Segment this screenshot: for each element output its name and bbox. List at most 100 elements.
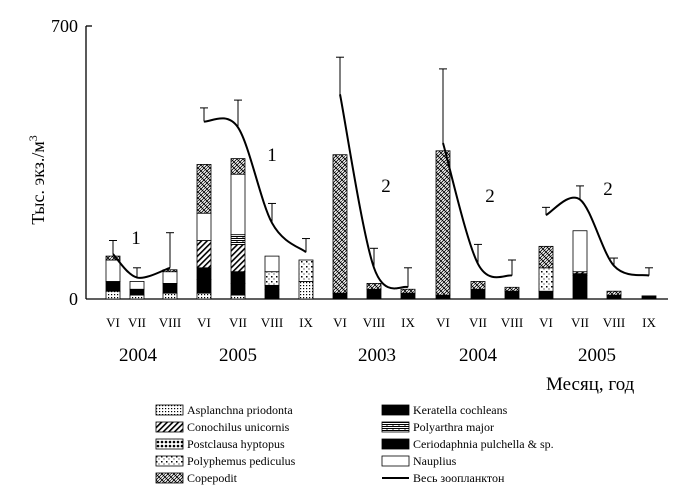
legend-label-left-4: Copepodit: [187, 471, 238, 485]
bar-4-seg-6: [230, 234, 246, 245]
bar-8-seg-8: [366, 282, 382, 290]
total-lines-layer: [112, 94, 650, 290]
legend-label-right-1: Polyarthra major: [413, 420, 494, 434]
bar-13-seg-4: [538, 267, 554, 292]
total-line-group-0: [112, 253, 171, 279]
total-line-group-1: [203, 117, 307, 254]
x-tick-label-9: IX: [401, 315, 415, 330]
curve-group-labels: 1 1 2 2 2: [131, 145, 613, 249]
bar-12-seg-8: [504, 286, 520, 292]
year-label-1: 2005: [219, 345, 257, 366]
year-label-0: 2004: [119, 345, 158, 366]
legend-label-left-0: Asplanchna priodonta: [187, 403, 293, 417]
year-label-3: 2004: [459, 345, 498, 366]
bar-14-seg-7: [572, 230, 588, 273]
x-tick-label-8: VIII: [363, 315, 385, 330]
x-tick-label-2: VIII: [159, 315, 181, 330]
curve-label-2: 2: [381, 176, 391, 197]
legend-swatch-left-1: [155, 421, 184, 433]
bar-6-seg-4: [298, 259, 314, 282]
error-bars-layer: [109, 56, 653, 288]
legend-swatch-right-1: [381, 421, 410, 433]
bar-1-seg-7: [129, 281, 145, 290]
legend: Asplanchna priodonta Conochilus unicornis…: [155, 403, 554, 485]
x-tick-label-6: IX: [299, 315, 313, 330]
y-axis-title: Тыс. экз./м3: [26, 135, 48, 224]
bar-13-seg-2: [538, 290, 554, 300]
x-tick-label-0: VI: [106, 315, 120, 330]
bar-9-seg-8: [400, 288, 416, 294]
year-labels: 2004 2005 2003 2004 2005: [119, 345, 616, 366]
legend-label-right-0: Keratella cochleans: [413, 403, 508, 417]
bar-12-seg-2: [504, 290, 520, 300]
y-axis-title-main: Тыс. экз./м: [28, 141, 48, 224]
x-tick-label-3: VI: [197, 315, 211, 330]
bar-4-seg-3: [230, 271, 246, 284]
x-tick-label-4: VII: [229, 315, 247, 330]
bar-0-seg-8: [105, 255, 121, 261]
bar-11-seg-8: [470, 281, 486, 290]
x-tick-label-10: VI: [436, 315, 450, 330]
bar-5-seg-3: [264, 284, 280, 290]
bar-3-seg-7: [196, 212, 212, 241]
y-tick-label-700: 700: [51, 16, 78, 36]
curve-label-3: 2: [485, 186, 495, 207]
bar-10-seg-2: [435, 294, 451, 300]
x-tick-label-1: VII: [128, 315, 146, 330]
bar-4-seg-0: [230, 294, 246, 300]
curve-label-4: 2: [603, 179, 613, 200]
total-line-group-4: [545, 196, 650, 277]
bar-1-seg-0: [129, 294, 145, 300]
legend-label-left-2: Postclausa hyptopus: [187, 437, 285, 451]
y-axis-title-superscript: 3: [26, 135, 40, 141]
legend-label-right-4: Весь зоопланктон: [413, 471, 505, 485]
bar-3-seg-3: [196, 267, 212, 280]
bar-15-seg-2: [606, 294, 622, 300]
bar-14-seg-2: [572, 275, 588, 300]
bar-0-seg-7: [105, 259, 121, 282]
total-line-group-3: [442, 142, 513, 279]
bar-15-seg-8: [606, 290, 622, 296]
bar-16-seg-2: [641, 295, 657, 300]
bar-3-seg-5: [196, 240, 212, 269]
x-axis-title: Месяц, год: [546, 374, 635, 395]
bar-6-seg-0: [298, 281, 314, 300]
bar-4-seg-8: [230, 158, 246, 175]
bars-layer: [105, 150, 657, 300]
legend-label-left-3: Polyphemus pediculus: [187, 454, 296, 468]
legend-swatch-left-0: [155, 404, 184, 416]
bar-10-seg-8: [435, 150, 451, 296]
bar-2-seg-7: [162, 271, 178, 284]
bar-8-seg-2: [366, 288, 382, 300]
total-line-group-2: [339, 94, 409, 290]
bar-9-seg-2: [400, 292, 416, 300]
bar-2-seg-2: [162, 282, 178, 294]
bar-4-seg-5: [230, 243, 246, 273]
bar-5-seg-4: [264, 271, 280, 286]
bar-3-seg-2: [196, 279, 212, 294]
x-tick-label-13: VI: [539, 315, 553, 330]
y-tick-label-0: 0: [69, 289, 78, 309]
legend-swatch-right-0: [381, 404, 410, 416]
legend-label-left-1: Conochilus unicornis: [187, 420, 290, 434]
curve-label-0: 1: [131, 228, 141, 249]
x-tick-label-7: VI: [333, 315, 347, 330]
bar-7-seg-8: [332, 154, 348, 294]
year-label-2: 2003: [358, 345, 396, 366]
x-tick-label-11: VII: [469, 315, 487, 330]
bar-3-seg-0: [196, 292, 212, 300]
bar-7-seg-2: [332, 292, 348, 300]
x-tick-label-16: IX: [642, 315, 656, 330]
curve-label-1: 1: [267, 145, 277, 166]
legend-swatch-right-3: [381, 455, 410, 467]
legend-swatch-left-2: [155, 438, 184, 450]
bar-3-seg-8: [196, 164, 212, 214]
x-tick-label-5: VIII: [261, 315, 283, 330]
legend-swatch-left-4: [155, 472, 184, 484]
bar-1-seg-2: [129, 288, 145, 296]
legend-swatch-left-3: [155, 455, 184, 467]
year-label-4: 2005: [578, 345, 616, 366]
x-tick-label-14: VII: [571, 315, 589, 330]
bar-0-seg-0: [105, 290, 121, 300]
